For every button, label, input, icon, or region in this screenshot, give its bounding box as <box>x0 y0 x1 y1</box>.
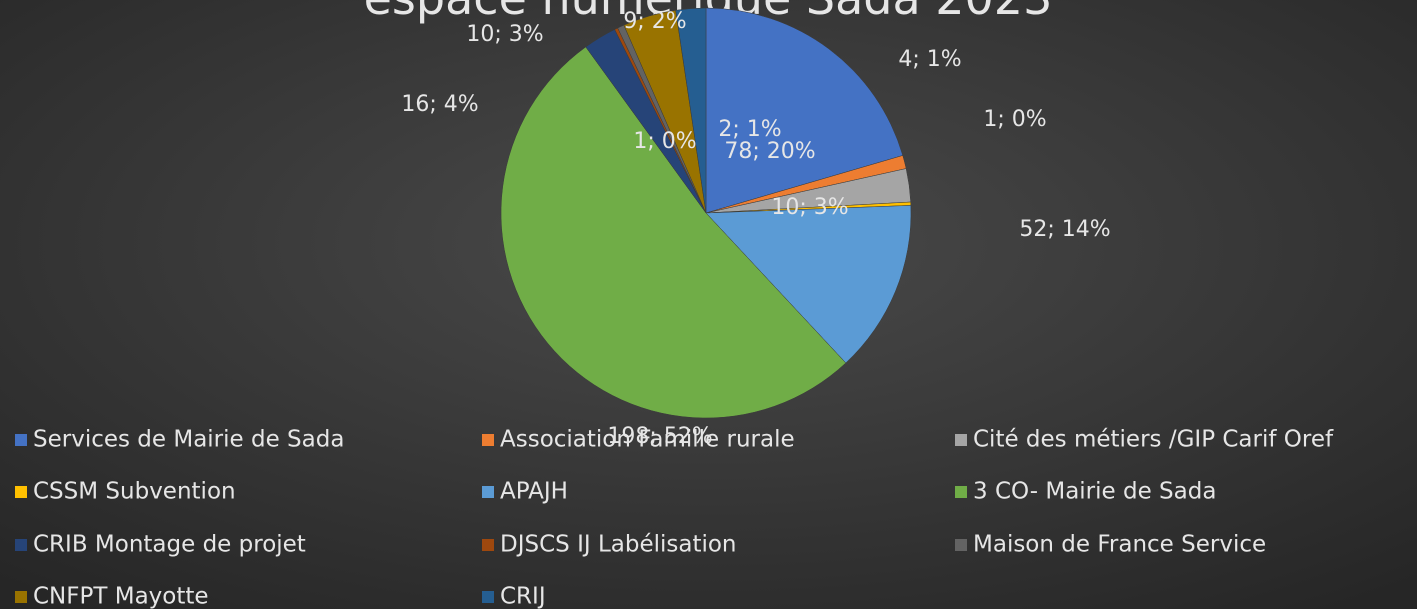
legend-label: CRIB Montage de projet <box>33 532 306 558</box>
data-label: 78; 20% <box>724 139 815 164</box>
data-label: 2; 1% <box>718 117 781 142</box>
pie-slice <box>675 7 707 214</box>
legend-label: Services de Mairie de Sada <box>33 427 344 453</box>
legend-swatch <box>482 486 494 498</box>
legend-swatch <box>482 591 494 603</box>
data-label: 10; 3% <box>466 22 543 47</box>
data-label: 10; 3% <box>771 195 848 220</box>
legend-label: 3 CO- Mairie de Sada <box>973 479 1216 505</box>
legend-swatch <box>482 539 494 551</box>
legend-swatch <box>15 434 27 446</box>
legend-label: APAJH <box>500 479 568 505</box>
legend-swatch <box>955 539 967 551</box>
data-label: 16; 4% <box>401 92 478 117</box>
legend-swatch <box>955 486 967 498</box>
legend-label: Maison de France Service <box>973 532 1266 558</box>
legend-label: Association Famille rurale <box>500 427 795 453</box>
legend-swatch <box>15 486 27 498</box>
legend-label: Cité des métiers /GIP Carif Oref <box>973 427 1334 453</box>
legend-swatch <box>482 434 494 446</box>
legend-label: CRIJ <box>500 584 546 609</box>
pie-slice <box>500 46 847 419</box>
legend-label: CSSM Subvention <box>33 479 236 505</box>
legend-swatch <box>15 591 27 603</box>
pie-slice <box>705 205 912 364</box>
data-label: 1; 0% <box>983 107 1046 132</box>
data-label: 1; 0% <box>633 129 696 154</box>
data-label: 9; 2% <box>623 9 686 34</box>
legend-swatch <box>15 539 27 551</box>
pie-slice <box>705 7 904 214</box>
legend-swatch <box>955 434 967 446</box>
legend-label: DJSCS IJ Labélisation <box>500 532 737 558</box>
legend-label: CNFPT Mayotte <box>33 584 209 609</box>
data-label: 52; 14% <box>1019 217 1110 242</box>
data-label: 4; 1% <box>898 47 961 72</box>
data-label: 198; 52% <box>607 424 712 449</box>
